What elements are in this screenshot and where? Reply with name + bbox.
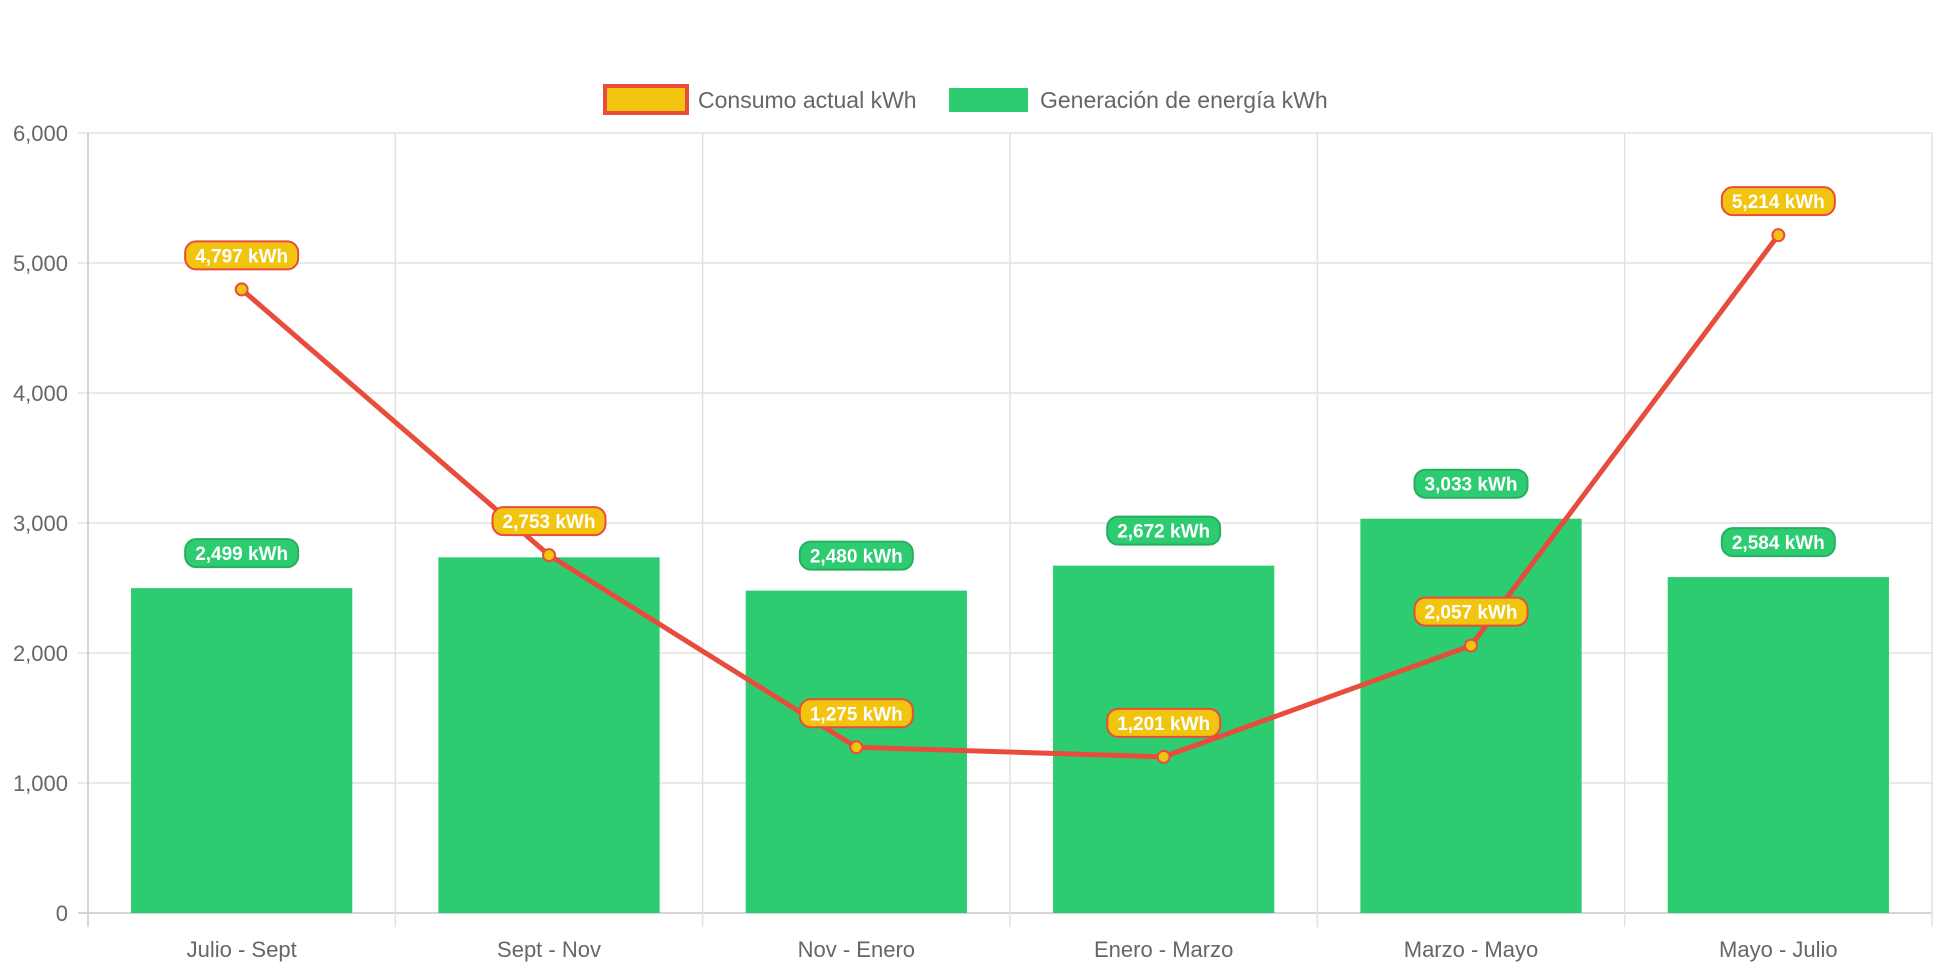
x-tick-label: Nov - Enero (798, 937, 915, 962)
line-data-label: 5,214 kWh (1720, 186, 1836, 217)
bar (1360, 518, 1582, 913)
line-data-label-text: 1,275 kWh (810, 704, 903, 725)
bar (131, 588, 353, 913)
bar-data-label-text: 2,672 kWh (1117, 522, 1210, 543)
line-data-label: 2,057 kWh (1413, 596, 1529, 627)
bar-data-label-text: 3,033 kWh (1425, 475, 1518, 496)
line-data-label: 1,201 kWh (1106, 707, 1222, 738)
axes: 0 1,000 2,000 3,000 4,000 5,000 6,000 Julio - S… (13, 121, 1838, 962)
x-tick-label: Julio - Sept (187, 937, 297, 962)
bar-data-label: 2,480 kWh (798, 540, 914, 571)
bar-data-label-box (1413, 468, 1529, 499)
line-data-label-text: 1,201 kWh (1117, 714, 1210, 735)
line-point (1464, 638, 1478, 653)
grid-lines (78, 132, 1933, 927)
bar-data-label-text: 2,499 kWh (195, 544, 288, 565)
bar-series (131, 518, 1889, 913)
bar-data-label-box (798, 540, 914, 571)
x-tick-label: Sept - Nov (497, 937, 601, 962)
legend-swatch-consumo[interactable] (603, 84, 689, 115)
y-tick-label: 5,000 (13, 251, 68, 276)
line-data-label-box (798, 698, 914, 729)
bar-data-label-box (184, 538, 300, 569)
line-data-label: 2,753 kWh (491, 506, 607, 537)
y-tick-label: 3,000 (13, 511, 68, 536)
line-data-label: 4,797 kWh (184, 240, 300, 271)
line-point (849, 740, 864, 755)
bar-data-label-text: 2,480 kWh (810, 547, 903, 568)
legend-label-generacion[interactable]: Generación de energía kWh (1040, 87, 1328, 113)
line-point (1156, 749, 1171, 764)
line-data-label-text: 4,797 kWh (195, 246, 288, 267)
line-data-label-box (491, 506, 607, 537)
line-point (234, 282, 249, 297)
bar-data-label-box (1106, 515, 1222, 546)
line-point (542, 548, 556, 563)
legend-swatch-generacion[interactable] (949, 88, 1028, 112)
bar-data-label: 2,584 kWh (1720, 527, 1836, 558)
bar-data-label-text: 2,584 kWh (1732, 533, 1825, 554)
line-data-label-text: 2,057 kWh (1425, 603, 1518, 624)
line-data-label-text: 5,214 kWh (1732, 192, 1825, 213)
x-tick-label: Enero - Marzo (1094, 937, 1233, 962)
bar-data-label: 2,499 kWh (184, 538, 300, 569)
line-data-label-box (184, 240, 300, 271)
data-labels: 2,499 kWh 2,480 kWh 2,672 kWh 3,033 kWh 2,58… (184, 186, 1836, 738)
legend-label-consumo[interactable]: Consumo actual kWh (698, 87, 917, 113)
bar-data-label: 2,672 kWh (1106, 515, 1222, 546)
bar (438, 557, 660, 913)
y-tick-label: 0 (56, 901, 68, 926)
x-tick-label: Marzo - Mayo (1404, 937, 1538, 962)
line-point (1771, 228, 1786, 243)
line-data-label-text: 2,753 kWh (503, 512, 596, 533)
x-tick-label: Mayo - Julio (1719, 937, 1838, 962)
bar (1667, 577, 1889, 913)
line-data-label: 1,275 kWh (798, 698, 914, 729)
line-data-label-box (1106, 707, 1222, 738)
legend[interactable]: Consumo actual kWh Generación de energía… (603, 84, 1328, 115)
y-tick-label: 4,000 (13, 381, 68, 406)
line-data-label-box (1720, 186, 1836, 217)
y-tick-label: 1,000 (13, 771, 68, 796)
y-tick-label: 6,000 (13, 121, 68, 146)
bar-data-label: 3,033 kWh (1413, 468, 1529, 499)
y-tick-label: 2,000 (13, 641, 68, 666)
bar (1053, 565, 1275, 913)
bar-data-label-box (1720, 527, 1836, 558)
line-data-label-box (1413, 596, 1529, 627)
